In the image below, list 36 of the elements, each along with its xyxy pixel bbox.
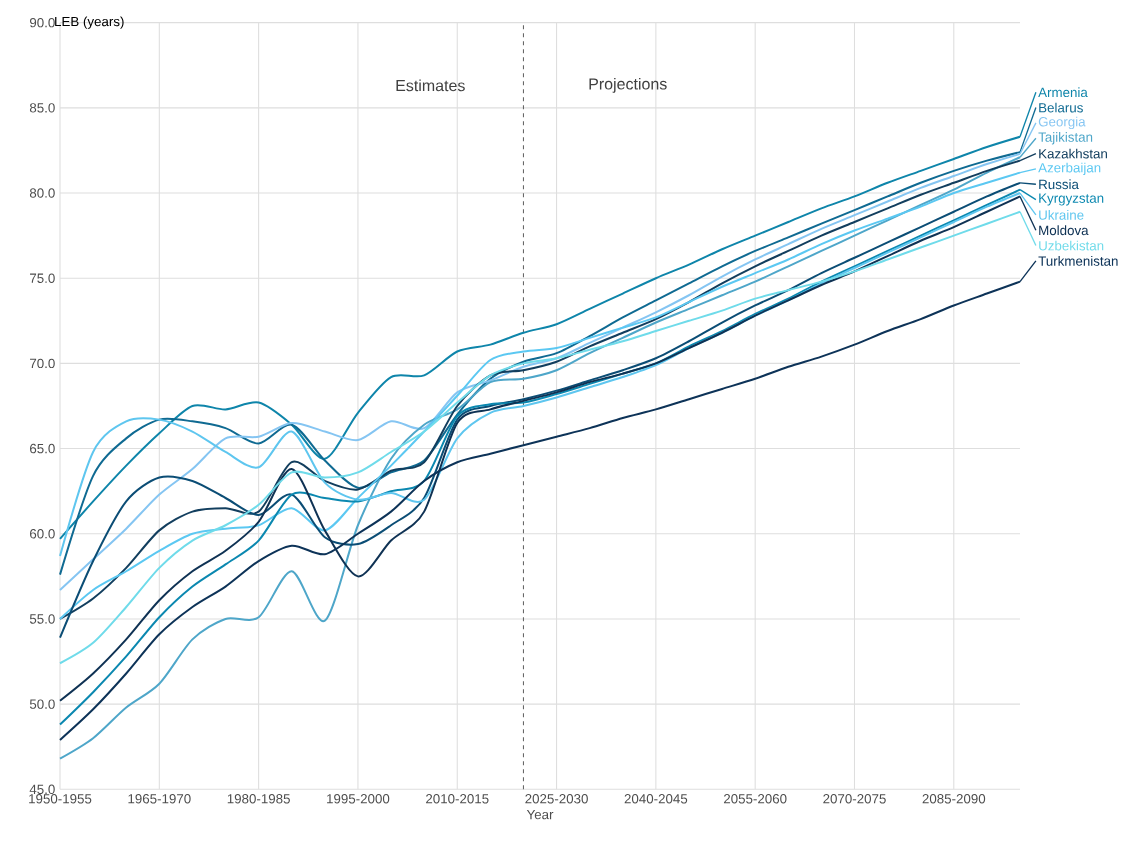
y-tick-label: 75.0 xyxy=(30,273,55,283)
legend-label: Ukraine xyxy=(1039,209,1084,220)
y-tick-label: 70.0 xyxy=(30,358,55,368)
x-tick-label: 2055-2060 xyxy=(723,793,787,804)
series-label: Kazakhstan xyxy=(1039,148,1107,159)
x-tick-label: 2085-2090 xyxy=(922,793,986,804)
series-label: Tajikistan xyxy=(1038,131,1093,145)
y-tick-label: 55.0 xyxy=(29,614,55,624)
y-tick-label: 45.0 xyxy=(29,784,55,794)
annotation: Projections xyxy=(589,77,667,93)
x-tick-label: 1980-1985 xyxy=(227,793,290,804)
series-label: Azerbaijan xyxy=(1038,162,1101,175)
text: Uzbekistan xyxy=(1039,240,1104,251)
text: Armenia xyxy=(1038,87,1088,97)
y-tick-label: 90.0 xyxy=(29,17,55,28)
y-tick-label: 85.0 xyxy=(29,102,55,113)
series-label: Kyrgyzstan xyxy=(1039,193,1104,206)
y-tick-label: 65.0 xyxy=(30,443,55,454)
x-tick-label: 1995-2000 xyxy=(327,793,390,804)
annotation: Estimates xyxy=(396,79,465,92)
y-axis-title: LEB (years) xyxy=(55,16,124,29)
series-label: Turkmenistan xyxy=(1038,255,1118,266)
y-tick-label: 60.0 xyxy=(30,528,55,539)
x-tick-label: 1950-1955 xyxy=(29,793,92,804)
x-tick-label: 1965-1970 xyxy=(128,793,191,804)
x-tick-label: 2025-2030 xyxy=(525,793,588,804)
y-tick-label: 50.0 xyxy=(29,699,55,709)
text: Moldova xyxy=(1039,225,1089,235)
y-tick-label: 80.0 xyxy=(29,188,55,198)
text: Georgia xyxy=(1038,116,1086,129)
text: Belarus xyxy=(1039,102,1083,113)
x-axis-title: Year xyxy=(526,809,554,820)
x-tick-label: 2070-2075 xyxy=(823,793,886,804)
legend-label: Russia xyxy=(1039,179,1079,189)
x-tick-label: 2040-2045 xyxy=(624,793,688,804)
x-tick-label: 2010-2015 xyxy=(426,793,489,804)
